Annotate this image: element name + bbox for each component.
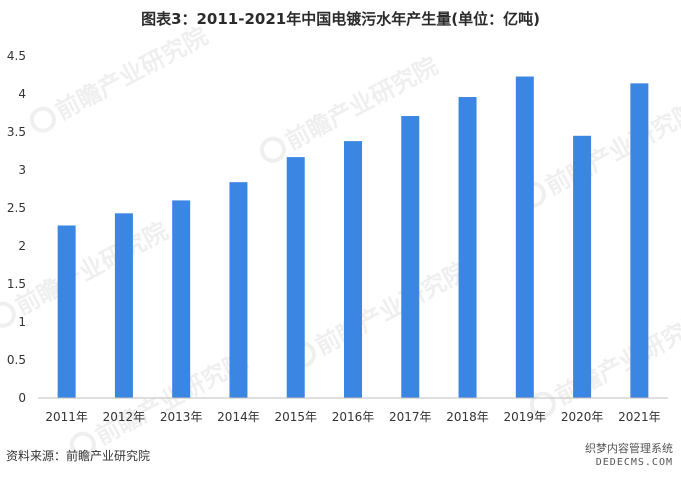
brand-watermark: 前瞻产业研究院 (519, 97, 681, 208)
bar (114, 213, 133, 398)
brand-logo-icon (0, 301, 16, 328)
y-tick-label: 4 (18, 87, 26, 101)
brand-watermark: 前瞻产业研究院 (29, 22, 212, 133)
bar (286, 157, 305, 398)
y-tick-label: 1 (18, 315, 26, 329)
brand-watermark-text: 前瞻产业研究院 (551, 307, 681, 411)
x-tick-label: 2018年 (446, 410, 489, 424)
brand-watermark: 前瞻产业研究院 (529, 307, 681, 418)
bar (401, 116, 420, 398)
x-tick-label: 2021年 (618, 410, 661, 424)
bar (630, 83, 649, 399)
brand-watermark: 前瞻产业研究院 (69, 347, 252, 458)
bar-series (57, 76, 649, 399)
site-watermark-label: 织梦内容管理系统 (585, 442, 673, 455)
brand-logo-icon (529, 391, 556, 418)
brand-watermark-text: 前瞻产业研究院 (11, 217, 172, 321)
bar (515, 76, 534, 399)
y-tick-label: 3 (18, 163, 26, 177)
x-tick-label: 2017年 (389, 410, 432, 424)
brand-watermark-text: 前瞻产业研究院 (541, 97, 681, 201)
brand-logo-icon (259, 136, 286, 163)
x-tick-label: 2015年 (274, 410, 317, 424)
x-axis: 2011年 2012年 2013年 2014年 2015年 2016年 2017年 2018年… (38, 397, 668, 424)
x-tick-label: 2011年 (45, 410, 88, 424)
x-tick-label: 2012年 (103, 410, 146, 424)
bar (573, 135, 592, 399)
x-tick-label: 2014年 (217, 410, 260, 424)
y-tick-label: 0.5 (7, 353, 26, 367)
y-axis: 0 0.5 1 1.5 2 2.5 3 3.5 4 4.5 (7, 49, 26, 405)
brand-logo-icon (69, 431, 96, 458)
bar (344, 141, 362, 398)
y-tick-label: 2.5 (7, 201, 26, 215)
bar (229, 182, 248, 398)
x-tick-label: 2013年 (160, 410, 203, 424)
y-tick-label: 4.5 (7, 49, 26, 63)
y-tick-label: 2 (18, 239, 26, 253)
chart-title: 图表3：2011-2021年中国电镀污水年产生量(单位：亿吨) (141, 10, 540, 28)
source-note: 资料来源：前瞻产业研究院 (6, 449, 151, 463)
y-tick-label: 1.5 (7, 277, 26, 291)
bar (458, 97, 477, 398)
x-tick-label: 2016年 (332, 410, 375, 424)
bar (57, 225, 76, 398)
site-watermark: 织梦内容管理系统 DEDECMS.COM (585, 442, 673, 470)
y-tick-label: 3.5 (7, 125, 26, 139)
x-tick-label: 2019年 (504, 410, 547, 424)
brand-logo-icon (29, 106, 56, 133)
brand-watermark-text: 前瞻产业研究院 (311, 257, 472, 361)
x-tick-label: 2020年 (561, 410, 604, 424)
y-tick-label: 0 (18, 391, 26, 405)
brand-watermark-text: 前瞻产业研究院 (51, 22, 212, 126)
bar (172, 200, 191, 398)
brand-watermark: 前瞻产业研究院 (289, 257, 472, 368)
site-watermark-domain: DEDECMS.COM (595, 457, 673, 468)
